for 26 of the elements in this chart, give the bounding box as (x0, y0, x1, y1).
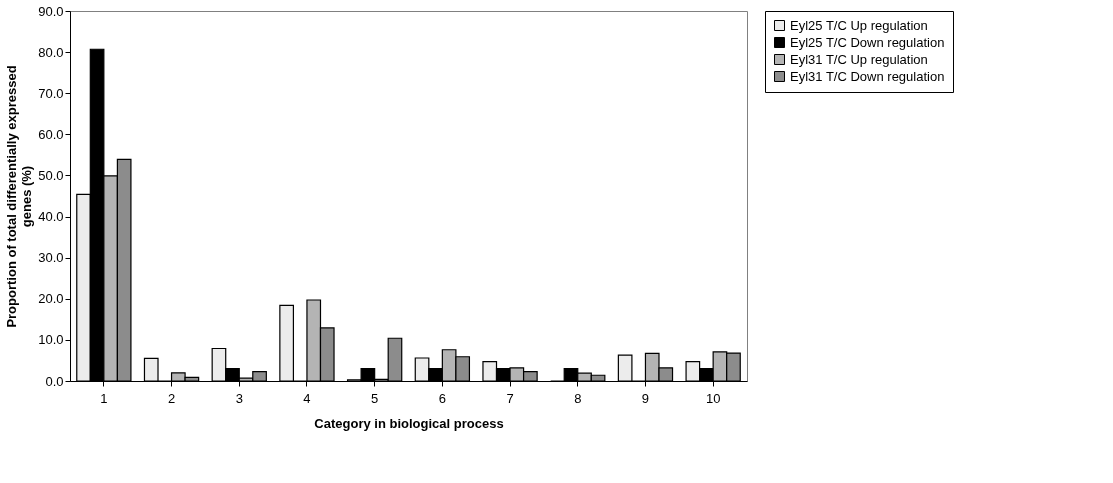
x-tick-label: 6 (438, 390, 446, 406)
x-tick-label: 4 (303, 390, 311, 406)
x-tick-label: 1 (100, 390, 108, 406)
x-tick-label: 5 (371, 390, 379, 406)
x-tick-label: 10 (705, 390, 721, 406)
legend-label: Eyl31 T/C Down regulation (790, 68, 945, 84)
y-tick-label: 80.0 (38, 44, 64, 60)
legend-label: Eyl25 T/C Up regulation (790, 17, 928, 33)
y-tick-label: 10.0 (38, 332, 64, 348)
y-axis-title: Proportion of total differentially expressed genes (%) (4, 65, 35, 328)
y-tick-label: 50.0 (38, 167, 64, 183)
x-axis-title: Category in biological process (314, 415, 504, 431)
x-tick-label: 7 (506, 390, 514, 406)
x-tick-label: 8 (574, 390, 582, 406)
x-tick-label: 2 (167, 390, 176, 406)
y-tick-label: 30.0 (38, 250, 64, 266)
y-tick-label: 70.0 (38, 85, 64, 101)
x-tick-label: 3 (235, 390, 243, 406)
y-tick-label: 60.0 (38, 126, 64, 142)
legend-label: Eyl25 T/C Down regulation (790, 34, 945, 50)
y-tick-label: 20.0 (38, 291, 64, 307)
y-tick-label: 40.0 (38, 209, 64, 225)
y-tick-label: 0.0 (45, 373, 64, 389)
y-tick-label: 90.0 (38, 3, 64, 19)
x-tick-label: 9 (641, 390, 650, 406)
legend-label: Eyl31 T/C Up regulation (790, 51, 928, 67)
